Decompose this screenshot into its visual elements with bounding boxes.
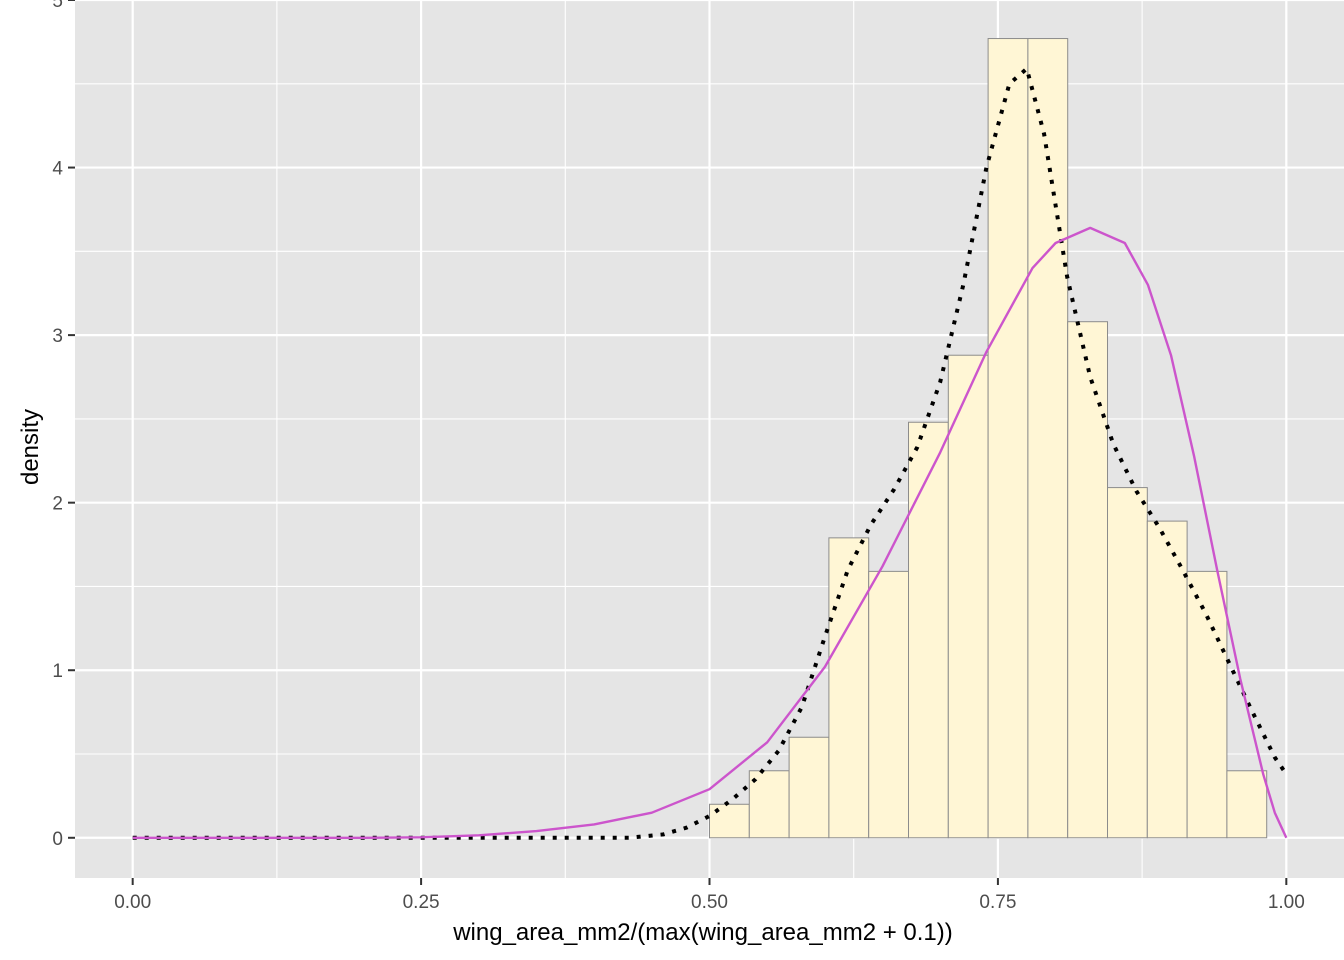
y-axis: 0 1 2 3 4 5 — [52, 0, 75, 850]
x-tick-label: 1.00 — [1268, 892, 1305, 913]
histogram-bar — [1226, 770, 1268, 839]
y-tick-label: 2 — [52, 494, 63, 515]
histogram-bar — [1146, 520, 1188, 839]
histogram-bar — [868, 570, 910, 839]
x-tick-label: 0.50 — [691, 892, 728, 913]
x-tick-label: 0.25 — [403, 892, 440, 913]
x-axis-title: wing_area_mm2/(max(wing_area_mm2 + 0.1)) — [452, 919, 953, 946]
density-lines — [132, 66, 1288, 840]
x-tick-label: 0.00 — [114, 892, 151, 913]
x-tick-label: 0.75 — [979, 892, 1016, 913]
y-tick-label: 4 — [52, 159, 63, 180]
histogram-bar — [828, 537, 870, 839]
y-tick-label: 1 — [52, 661, 63, 682]
x-axis: 0.00 0.25 0.50 0.75 1.00 — [114, 878, 1305, 913]
histogram-bar — [987, 38, 1029, 839]
fitted-density-line — [132, 226, 1288, 839]
histogram-bar — [947, 354, 989, 839]
histogram-bar — [709, 803, 750, 839]
histogram-bar — [908, 421, 949, 839]
y-tick-label: 3 — [52, 326, 63, 347]
y-axis-title: density — [17, 409, 44, 485]
y-tick-label: 0 — [52, 829, 63, 850]
histogram-bar — [1107, 487, 1148, 839]
histogram-bar — [1186, 570, 1228, 839]
histogram-bar — [788, 736, 830, 839]
histogram-bars — [709, 38, 1268, 839]
histogram-bar — [748, 770, 790, 839]
histogram-bar — [1067, 321, 1109, 839]
y-tick-label: 5 — [52, 0, 63, 12]
